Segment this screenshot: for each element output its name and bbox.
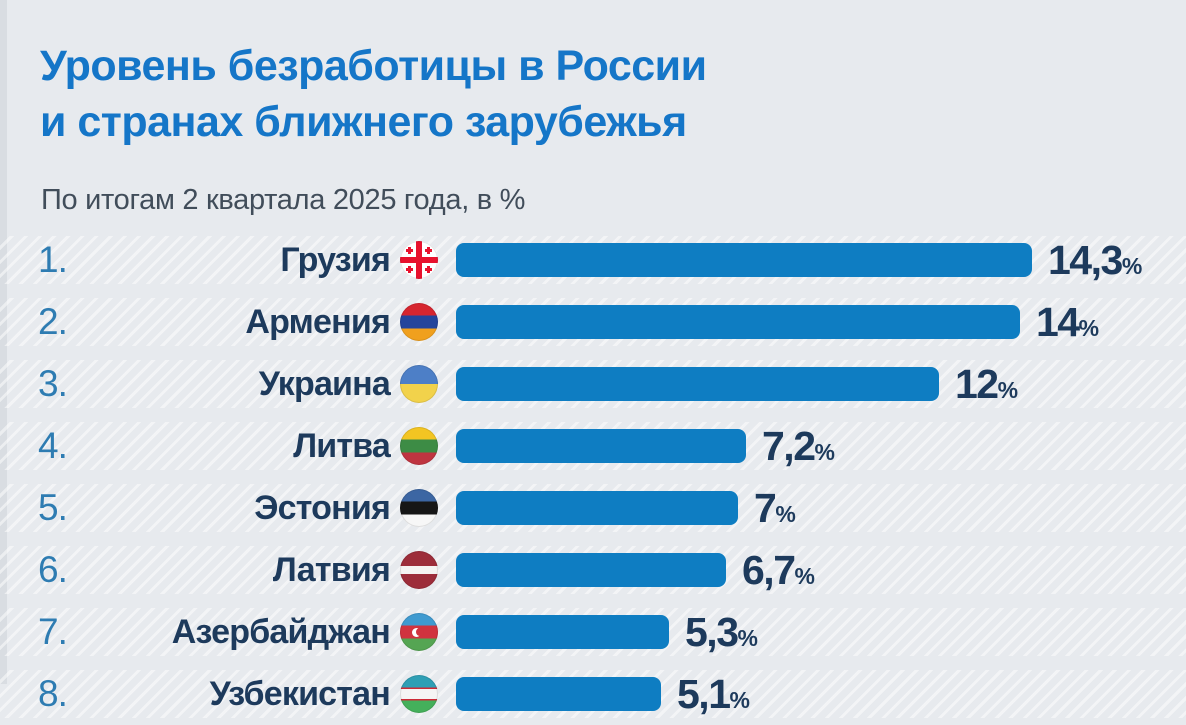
page-title-line1: Уровень безработицы в России	[40, 42, 707, 90]
percent-sign: %	[794, 562, 815, 589]
value-text: 14%	[1036, 299, 1099, 346]
country-label: Армения	[245, 302, 390, 341]
value-bar	[456, 367, 939, 401]
value-bar	[456, 615, 669, 649]
rank-label: 4.	[38, 425, 68, 466]
bar-chart: 1. Грузия 14,3% 2. Армения 14% 3. Украин…	[0, 229, 1186, 725]
value-text: 14,3%	[1048, 237, 1142, 284]
table-row: 8. Узбекистан 5,1%	[0, 663, 1186, 725]
flag-georgia-icon	[400, 241, 438, 279]
country-label: Азербайджан	[171, 612, 391, 651]
table-row: 7. Азербайджан 5,3%	[0, 601, 1186, 663]
chart-subtitle: По итогам 2 квартала 2025 года, в %	[41, 184, 526, 216]
table-row: 3. Украина 12%	[0, 353, 1186, 415]
value-bar	[456, 305, 1020, 339]
value-text: 5,3%	[685, 609, 758, 656]
country-label: Эстония	[254, 488, 391, 527]
rank-label: 6.	[38, 549, 68, 590]
percent-sign: %	[1078, 314, 1100, 341]
table-row: 2. Армения 14%	[0, 291, 1186, 353]
value-text: 6,7%	[742, 547, 815, 594]
page-title: Уровень безработицы в России и странах б…	[40, 38, 707, 150]
country-label: Латвия	[272, 550, 391, 589]
value-bar	[456, 243, 1032, 277]
rank-label: 3.	[38, 363, 68, 404]
rank-label: 7.	[38, 611, 68, 652]
percent-sign: %	[1121, 252, 1143, 279]
flag-ukraine-icon	[400, 365, 438, 403]
flag-azerbaijan-icon	[400, 613, 438, 651]
value-text: 5,1%	[677, 671, 750, 718]
value-label: 5,3	[685, 608, 739, 655]
country-label: Литва	[293, 426, 391, 465]
rank-label: 8.	[38, 673, 68, 714]
country-label: Узбекистан	[209, 674, 391, 713]
flag-estonia-icon	[400, 489, 438, 527]
value-label: 12	[955, 360, 999, 407]
country-label: Грузия	[280, 240, 390, 279]
value-bar	[456, 491, 738, 525]
percent-sign: %	[737, 624, 758, 651]
value-label: 14	[1036, 298, 1080, 345]
flag-armenia-icon	[400, 303, 438, 341]
table-row: 5. Эстония 7%	[0, 477, 1186, 539]
value-label: 5,1	[677, 670, 731, 717]
value-label: 6,7	[742, 546, 796, 593]
rank-label: 5.	[38, 487, 68, 528]
flag-lithuania-icon	[400, 427, 438, 465]
value-bar	[456, 429, 746, 463]
flag-latvia-icon	[400, 551, 438, 589]
table-row: 4. Литва 7,2%	[0, 415, 1186, 477]
percent-sign: %	[997, 376, 1019, 403]
percent-sign: %	[814, 438, 835, 465]
country-label: Украина	[258, 364, 391, 403]
flag-uzbekistan-icon	[400, 675, 438, 713]
percent-sign: %	[775, 500, 796, 527]
value-label: 14,3	[1048, 236, 1123, 283]
page-title-line2: и странах ближнего зарубежья	[40, 98, 687, 146]
table-row: 1. Грузия 14,3%	[0, 229, 1186, 291]
percent-sign: %	[729, 686, 750, 713]
table-row: 6. Латвия 6,7%	[0, 539, 1186, 601]
value-label: 7	[754, 484, 777, 531]
rank-label: 2.	[38, 301, 68, 342]
value-label: 7,2	[762, 422, 816, 469]
rank-label: 1.	[38, 239, 68, 280]
value-text: 12%	[955, 361, 1018, 408]
value-bar	[456, 677, 661, 711]
value-text: 7,2%	[762, 423, 835, 470]
value-bar	[456, 553, 726, 587]
value-text: 7%	[754, 485, 796, 532]
